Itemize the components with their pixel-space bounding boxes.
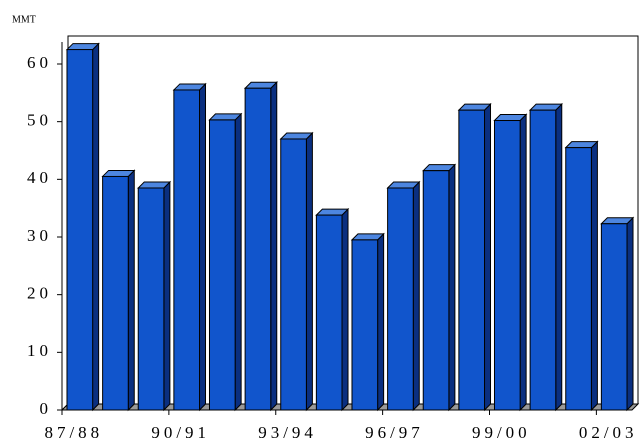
y-tick-label: 0 [40, 399, 53, 418]
bar [600, 216, 635, 412]
bar [528, 102, 563, 412]
bar [315, 207, 350, 412]
x-tick-label: 96/97 [365, 423, 424, 442]
x-tick-label: 93/94 [258, 423, 317, 442]
bar [137, 180, 172, 412]
x-tick-label: 87/88 [44, 423, 103, 442]
y-tick-label: 60 [27, 53, 52, 72]
y-tick-label: 20 [27, 284, 52, 303]
x-tick-label: 02/03 [579, 423, 638, 442]
bar [243, 81, 278, 412]
x-tick-label: 90/91 [151, 423, 210, 442]
bar [172, 82, 207, 412]
bar [350, 232, 385, 412]
bar [422, 163, 457, 412]
bar [386, 180, 421, 412]
bar [457, 102, 492, 412]
bar [493, 113, 528, 412]
bar [564, 140, 599, 412]
y-tick-label: 40 [27, 168, 52, 187]
bar [101, 169, 136, 412]
bar [65, 42, 100, 412]
y-axis-label: MMT [12, 14, 36, 25]
y-tick-label: 10 [27, 341, 52, 360]
bar [279, 131, 314, 412]
bar [208, 112, 243, 412]
x-tick-label: 99/00 [472, 423, 531, 442]
y-tick-label: 50 [27, 111, 52, 130]
y-tick-label: 30 [27, 226, 52, 245]
